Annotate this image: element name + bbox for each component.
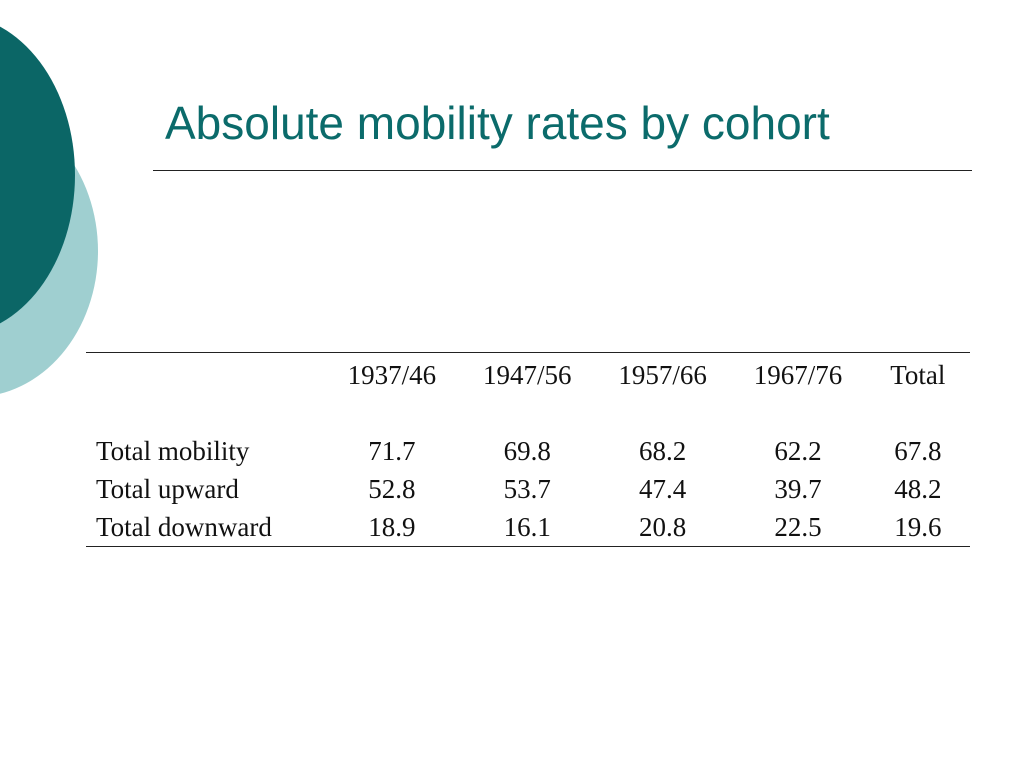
table-cell: 62.2 xyxy=(774,436,822,466)
table-cell: 48.2 xyxy=(894,474,942,504)
table-cell: 18.9 xyxy=(368,512,416,542)
mobility-table: 1937/46 1947/56 1957/66 1967/76 Total To… xyxy=(86,352,970,547)
title-divider xyxy=(153,170,972,171)
column-header: 1947/56 xyxy=(482,360,572,390)
table-cell: 53.7 xyxy=(503,474,551,504)
table-row: Total mobility 71.7 69.8 68.2 62.2 67.8 xyxy=(86,432,970,470)
table-header-row: 1937/46 1947/56 1957/66 1967/76 Total xyxy=(86,353,970,395)
table-row: Total upward 52.8 53.7 47.4 39.7 48.2 xyxy=(86,470,970,508)
column-header: 1937/46 xyxy=(347,360,437,390)
table-header-stub xyxy=(86,353,324,395)
row-label: Total upward xyxy=(96,474,239,504)
table-cell: 16.1 xyxy=(503,512,551,542)
table-spacer-row xyxy=(86,394,970,432)
column-header: 1967/76 xyxy=(753,360,843,390)
table-cell: 39.7 xyxy=(774,474,822,504)
table-cell: 68.2 xyxy=(639,436,687,466)
table-cell: 19.6 xyxy=(894,512,942,542)
table-cell: 20.8 xyxy=(639,512,687,542)
column-header: Total xyxy=(890,360,946,390)
table-cell: 69.8 xyxy=(503,436,551,466)
mobility-table-container: 1937/46 1947/56 1957/66 1967/76 Total To… xyxy=(86,352,970,547)
slide-title: Absolute mobility rates by cohort xyxy=(165,97,830,149)
table-cell: 67.8 xyxy=(894,436,942,466)
table-cell: 22.5 xyxy=(774,512,822,542)
table-cell: 71.7 xyxy=(368,436,416,466)
row-label: Total mobility xyxy=(96,436,250,466)
table-cell: 47.4 xyxy=(639,474,687,504)
table-row: Total downward 18.9 16.1 20.8 22.5 19.6 xyxy=(86,508,970,547)
table-cell: 52.8 xyxy=(368,474,416,504)
column-header: 1957/66 xyxy=(618,360,707,390)
row-label: Total downward xyxy=(96,512,272,542)
